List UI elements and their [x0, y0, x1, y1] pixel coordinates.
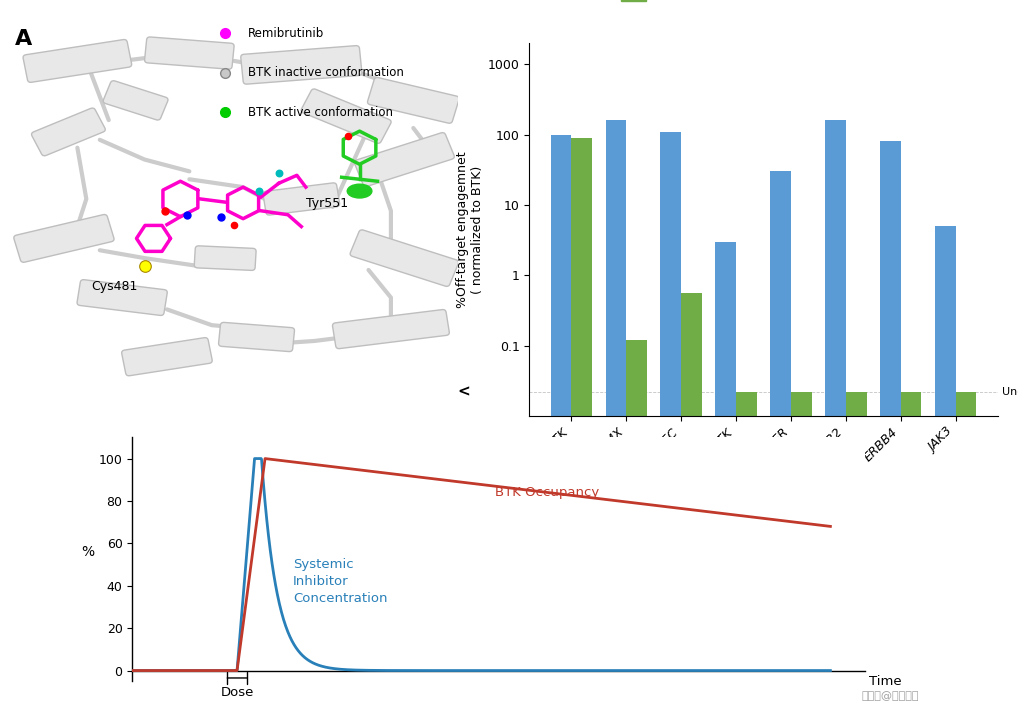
- Bar: [791, 391, 811, 717]
- Point: [340, 130, 356, 142]
- Text: A: A: [14, 29, 32, 49]
- Point: [250, 186, 267, 197]
- Text: BTK active conformation: BTK active conformation: [247, 105, 393, 119]
- Bar: [770, 171, 791, 717]
- Y-axis label: %: %: [81, 545, 95, 559]
- Bar: [661, 132, 681, 717]
- Text: <: <: [457, 384, 470, 399]
- Bar: [716, 242, 736, 717]
- FancyBboxPatch shape: [77, 280, 167, 315]
- Text: Undetectable: Undetectable: [1003, 386, 1018, 397]
- Text: Remibrutinib: Remibrutinib: [247, 27, 324, 40]
- Bar: [571, 138, 592, 717]
- FancyBboxPatch shape: [354, 133, 454, 186]
- FancyBboxPatch shape: [32, 108, 105, 156]
- Text: Dose: Dose: [220, 686, 253, 700]
- Text: Systemic
Inhibitor
Concentration: Systemic Inhibitor Concentration: [293, 558, 388, 605]
- Bar: [736, 391, 757, 717]
- FancyBboxPatch shape: [194, 246, 257, 270]
- Bar: [956, 391, 976, 717]
- Ellipse shape: [347, 184, 372, 198]
- Text: BTK inactive conformation: BTK inactive conformation: [247, 66, 403, 80]
- Point: [136, 260, 153, 272]
- Bar: [681, 293, 702, 717]
- FancyBboxPatch shape: [301, 89, 391, 143]
- FancyBboxPatch shape: [350, 230, 458, 286]
- Text: 搜狐號@醫藥魔方: 搜狐號@醫藥魔方: [862, 691, 919, 701]
- Text: BTK Occupancy: BTK Occupancy: [496, 486, 600, 499]
- FancyBboxPatch shape: [263, 183, 340, 215]
- Point: [213, 211, 229, 222]
- Bar: [606, 120, 626, 717]
- Bar: [901, 391, 921, 717]
- FancyBboxPatch shape: [14, 214, 114, 262]
- Text: Time: Time: [868, 675, 901, 688]
- Point: [226, 219, 242, 230]
- Point: [157, 205, 173, 217]
- FancyBboxPatch shape: [367, 77, 459, 123]
- Bar: [551, 135, 571, 717]
- FancyBboxPatch shape: [103, 81, 168, 120]
- Text: Cys481: Cys481: [91, 280, 137, 293]
- FancyBboxPatch shape: [219, 323, 294, 351]
- FancyBboxPatch shape: [23, 39, 131, 82]
- FancyBboxPatch shape: [122, 338, 212, 376]
- FancyBboxPatch shape: [241, 46, 361, 84]
- Text: Tyr551: Tyr551: [305, 197, 348, 210]
- Bar: [626, 340, 647, 717]
- Bar: [935, 226, 956, 717]
- Bar: [880, 141, 901, 717]
- Y-axis label: %Off-target engagemnet
( normalized to BTK): %Off-target engagemnet ( normalized to B…: [456, 151, 484, 308]
- FancyBboxPatch shape: [145, 37, 234, 69]
- Point: [271, 168, 287, 179]
- FancyBboxPatch shape: [333, 310, 449, 348]
- Bar: [825, 120, 846, 717]
- Legend: Ibrutinib, Remibrutinib: Ibrutinib, Remibrutinib: [621, 0, 746, 3]
- Bar: [846, 391, 866, 717]
- Point: [179, 209, 195, 221]
